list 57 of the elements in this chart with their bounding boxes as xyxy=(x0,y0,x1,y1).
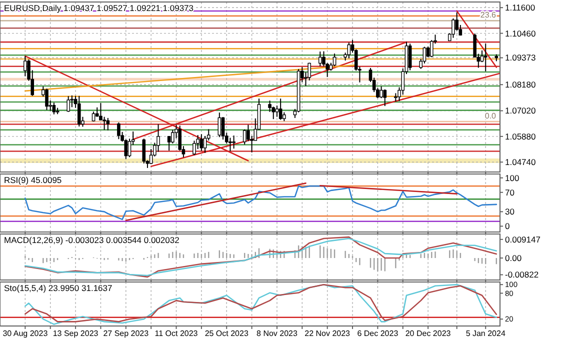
chart-title: RSI(9) 45.0095 xyxy=(4,175,62,185)
chart-title: EURUSD,Daily 1.09437 1.09527 1.09221 1.09373 xyxy=(4,3,194,13)
candlestick xyxy=(95,106,99,118)
annotation: 0.0 xyxy=(484,112,497,121)
y-tick-label: 100 xyxy=(505,172,520,183)
x-tick-label: 6 Dec 2023 xyxy=(357,329,399,338)
x-tick-label: 25 Oct 2023 xyxy=(204,329,249,338)
candlestick xyxy=(156,124,160,152)
candlestick xyxy=(318,51,322,67)
candlestick xyxy=(347,42,351,59)
y-tick-label: 1.08180 xyxy=(505,80,536,90)
candlestick xyxy=(142,138,146,164)
chart-title: Sto(15,5,4) 23.9950 31.1637 xyxy=(4,283,112,293)
y-tick-label: 0.00 xyxy=(505,252,522,263)
candlestick xyxy=(332,53,336,67)
y-tick-label: 0 xyxy=(505,221,510,232)
x-tick-label: 20 Dec 2023 xyxy=(405,329,452,338)
candlestick xyxy=(278,98,282,120)
line-series xyxy=(24,185,498,220)
candlestick xyxy=(221,116,225,140)
x-tick-label: 8 Nov 2023 xyxy=(256,329,298,338)
candlestick xyxy=(66,96,70,112)
x-tick-label: 11 Oct 2023 xyxy=(154,329,198,338)
candlestick xyxy=(380,86,383,99)
candlestick xyxy=(218,112,222,138)
y-tick-label: 1.10460 xyxy=(505,28,536,38)
y-tick-label: 30 xyxy=(505,206,515,217)
x-tick-label: 5 Jan 2024 xyxy=(466,329,506,338)
x-tick-label: 27 Sep 2023 xyxy=(103,329,150,338)
y-tick-label: 0.009147 xyxy=(505,234,541,244)
y-tick-label: 1.07020 xyxy=(505,106,536,116)
x-tick-label: 22 Nov 2023 xyxy=(304,329,351,338)
candlestick xyxy=(77,95,81,128)
x-tick-label: 13 Sep 2023 xyxy=(52,329,99,338)
y-tick-label: -0.00822 xyxy=(505,270,539,280)
candlestick xyxy=(117,122,120,140)
candlestick xyxy=(52,102,56,115)
candlestick xyxy=(70,94,74,108)
x-tick-label: 30 Aug 2023 xyxy=(2,329,48,338)
candlestick xyxy=(167,135,171,152)
y-tick-label: 1.09373 xyxy=(505,52,536,63)
candlestick xyxy=(408,43,412,71)
candlestick xyxy=(275,105,279,118)
candlestick xyxy=(484,43,488,72)
candlestick xyxy=(455,12,458,32)
candlestick xyxy=(242,128,246,146)
candlestick xyxy=(24,56,27,77)
y-tick-label: 1.11600 xyxy=(505,2,536,13)
y-tick-label: 70 xyxy=(505,187,515,198)
candlestick xyxy=(383,88,387,107)
candlestick xyxy=(200,134,204,152)
candlestick xyxy=(45,88,48,111)
candlestick xyxy=(232,135,236,150)
y-tick-label: 1.05880 xyxy=(505,131,536,142)
candlestick xyxy=(102,116,106,130)
y-tick-label: 1.04740 xyxy=(505,157,536,168)
chart-title: MACD(12,26,9) -0.003023 0.003544 0.002032 xyxy=(4,235,180,245)
